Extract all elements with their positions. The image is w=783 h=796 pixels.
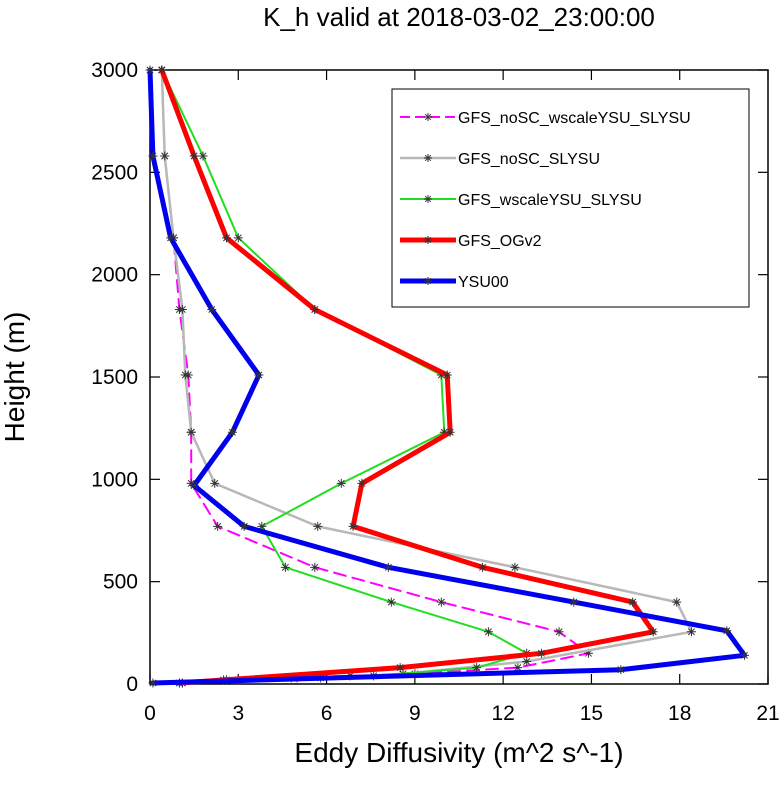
- data-point-marker: [177, 304, 187, 314]
- x-tick-label: 12: [491, 702, 514, 725]
- axis-ticks: 0 3 6 9 12 15 18 21 0 500 1000 1500 2000 2500 3000: [91, 59, 779, 725]
- data-point-marker: [198, 151, 208, 161]
- data-point-marker: [348, 521, 358, 531]
- data-point-marker: [686, 627, 696, 637]
- legend-label: GFS_noSC_SLYSU: [458, 151, 600, 168]
- y-tick-label: 2000: [91, 264, 138, 287]
- y-tick-label: 500: [103, 571, 138, 594]
- x-tick-label: 0: [144, 702, 156, 725]
- chart-title: K_h valid at 2018-03-02_23:00:00: [263, 2, 655, 32]
- data-point-marker: [254, 370, 264, 380]
- series-layer: [145, 65, 749, 688]
- data-point-marker: [439, 427, 449, 437]
- data-point-marker: [472, 663, 482, 673]
- legend: GFS_noSC_wscaleYSU_SLYSU GFS_noSC_SLYSU GF…: [391, 88, 750, 308]
- data-point-marker: [522, 656, 532, 666]
- legend-marker: [424, 236, 432, 244]
- y-tick-label: 1000: [91, 468, 138, 491]
- data-point-marker: [222, 233, 232, 243]
- y-tick-label: 2500: [91, 161, 138, 184]
- data-point-marker: [233, 233, 243, 243]
- x-tick-label: 18: [668, 702, 691, 725]
- data-point-marker: [148, 678, 158, 688]
- data-point-marker: [166, 233, 176, 243]
- legend-marker: [424, 195, 432, 203]
- y-axis-label: Height (m): [0, 312, 30, 443]
- data-point-marker: [672, 597, 682, 607]
- data-point-marker: [616, 665, 626, 675]
- data-point-marker: [628, 597, 638, 607]
- data-point-marker: [145, 65, 155, 75]
- data-point-marker: [310, 562, 320, 572]
- data-point-marker: [536, 648, 546, 658]
- data-point-marker: [210, 478, 220, 488]
- data-point-marker: [510, 562, 520, 572]
- data-point-marker: [227, 427, 237, 437]
- data-point-marker: [207, 304, 217, 314]
- data-point-marker: [386, 597, 396, 607]
- data-point-marker: [186, 427, 196, 437]
- x-tick-label: 21: [756, 702, 779, 725]
- x-tick-label: 6: [321, 702, 333, 725]
- legend-marker: [424, 277, 432, 285]
- data-point-marker: [739, 650, 749, 660]
- data-point-marker: [186, 478, 196, 488]
- data-point-marker: [648, 627, 658, 637]
- data-point-marker: [513, 663, 523, 673]
- data-point-marker: [160, 151, 170, 161]
- data-point-marker: [157, 65, 167, 75]
- data-point-marker: [213, 521, 223, 531]
- data-point-marker: [180, 370, 190, 380]
- data-point-marker: [310, 304, 320, 314]
- legend-marker: [424, 113, 432, 121]
- data-point-marker: [569, 597, 579, 607]
- data-point-marker: [478, 562, 488, 572]
- x-tick-label: 3: [232, 702, 244, 725]
- data-point-marker: [280, 562, 290, 572]
- data-point-marker: [583, 648, 593, 658]
- data-point-marker: [436, 597, 446, 607]
- legend-label: GFS_OGv2: [458, 233, 542, 250]
- data-point-marker: [383, 562, 393, 572]
- x-tick-label: 15: [580, 702, 603, 725]
- y-tick-label: 1500: [91, 366, 138, 389]
- series-4: [145, 65, 749, 688]
- data-point-marker: [436, 370, 446, 380]
- series-line: [159, 67, 656, 686]
- legend-label: YSU00: [458, 274, 509, 291]
- data-point-marker: [722, 626, 732, 636]
- data-point-marker: [395, 663, 405, 673]
- series-line: [147, 67, 747, 686]
- x-axis-label: Eddy Diffusivity (m^2 s^-1): [294, 737, 623, 768]
- data-point-marker: [257, 521, 267, 531]
- data-point-marker: [189, 480, 199, 490]
- data-point-marker: [554, 627, 564, 637]
- legend-label: GFS_noSC_wscaleYSU_SLYSU: [458, 110, 691, 127]
- data-point-marker: [336, 478, 346, 488]
- data-point-marker: [239, 521, 249, 531]
- data-point-marker: [357, 478, 367, 488]
- x-tick-label: 9: [409, 702, 421, 725]
- y-tick-label: 0: [126, 673, 138, 696]
- legend-label: GFS_wscaleYSU_SLYSU: [458, 192, 642, 209]
- series-3: [157, 65, 658, 688]
- data-point-marker: [189, 151, 199, 161]
- y-tick-label: 3000: [91, 59, 138, 82]
- legend-marker: [424, 154, 432, 162]
- data-point-marker: [483, 627, 493, 637]
- data-point-marker: [442, 370, 452, 380]
- data-point-marker: [313, 521, 323, 531]
- data-point-marker: [148, 151, 158, 161]
- data-point-marker: [445, 427, 455, 437]
